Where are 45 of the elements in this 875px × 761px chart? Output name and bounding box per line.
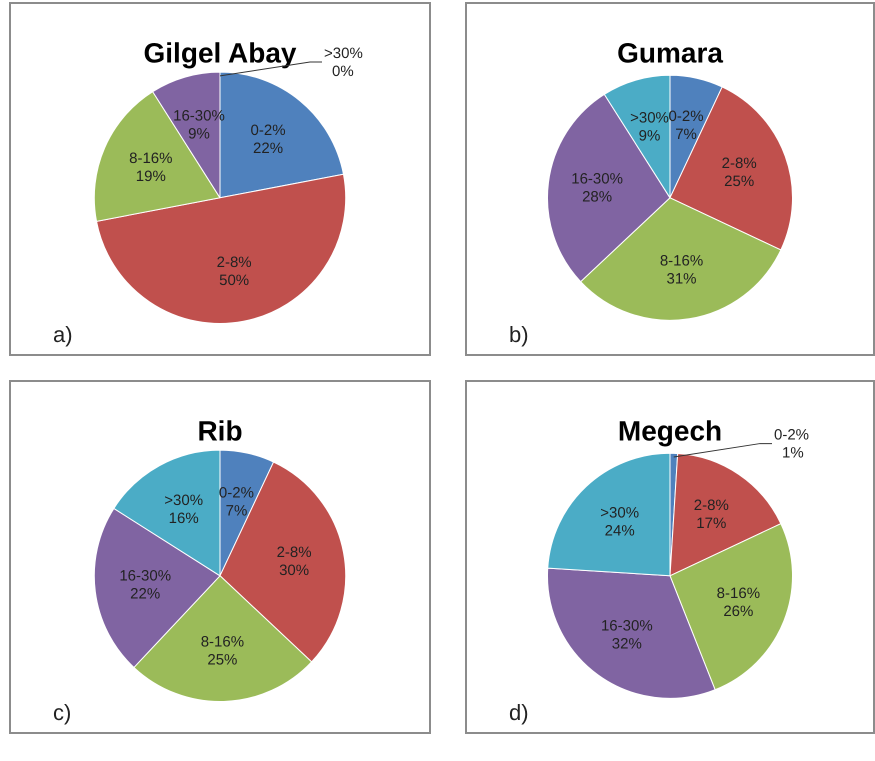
text: b)	[509, 322, 529, 347]
slice-label: 2-8%	[216, 254, 252, 272]
slice-label: 2-8%	[694, 497, 729, 514]
data-label: 7%	[675, 126, 697, 144]
data-label: 28%	[582, 188, 612, 206]
data-label: 32%	[612, 635, 642, 652]
chart-title: Gumara	[617, 38, 724, 69]
data-label: 1%	[782, 444, 804, 462]
data-label: 9%	[188, 126, 210, 143]
data-label: 17%	[696, 515, 726, 532]
data-label: 19%	[136, 168, 166, 185]
slice-label: >30%	[164, 492, 204, 509]
slice-label: 8-16%	[129, 150, 172, 167]
slice-label: 2-8%	[722, 155, 757, 172]
data-label: 50%	[219, 272, 250, 290]
slice-label: >30%	[630, 109, 669, 126]
slice-label: 8-16%	[200, 633, 244, 650]
data-label: 25%	[724, 173, 754, 190]
data-label: 9%	[638, 127, 660, 144]
slice-label: >30%	[600, 504, 640, 522]
text: d)	[509, 700, 529, 725]
text: 0%	[332, 63, 354, 80]
data-label: 24%	[604, 522, 635, 540]
slice-label: 16-30%	[119, 567, 172, 584]
chart-title: Megech	[618, 416, 722, 447]
data-label: 25%	[207, 651, 238, 668]
slice-label: 8-16%	[660, 252, 704, 270]
data-label: 22%	[253, 140, 284, 157]
slice-label: 16-30%	[571, 170, 623, 188]
data-label: 30%	[279, 562, 310, 579]
slice-label: 16-30%	[600, 617, 653, 634]
data-label: 26%	[723, 603, 754, 620]
slice-label: 0-2%	[774, 426, 810, 444]
chart-title: Rib	[197, 416, 243, 447]
data-label: 31%	[666, 270, 697, 288]
data-label: 7%	[226, 502, 248, 520]
slice-label: 0-2%	[250, 122, 286, 139]
data-label: 16%	[168, 510, 199, 527]
slice-label: 2-8%	[276, 544, 312, 561]
chart-title: Gilgel Abay	[143, 38, 297, 69]
text: a)	[53, 322, 73, 347]
text: c)	[53, 700, 72, 725]
slice-label: 8-16%	[716, 585, 760, 602]
category-label: >30%	[324, 45, 363, 62]
data-label: 22%	[130, 585, 160, 602]
